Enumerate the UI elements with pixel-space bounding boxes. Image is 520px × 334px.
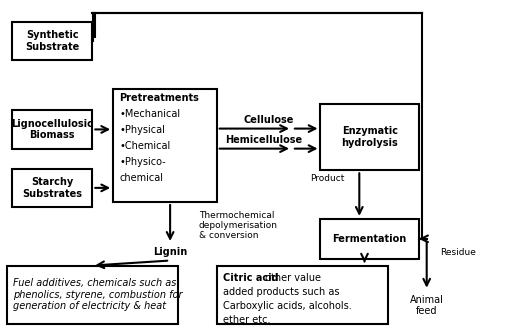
Text: Lignocellulosic
Biomass: Lignocellulosic Biomass: [11, 119, 93, 140]
Text: Enzymatic
hydrolysis: Enzymatic hydrolysis: [341, 126, 398, 148]
Text: other value: other value: [262, 273, 321, 283]
Text: Thermochemical
depolymerisation
& conversion: Thermochemical depolymerisation & conver…: [199, 210, 278, 240]
Text: •Mechanical: •Mechanical: [119, 109, 180, 119]
Text: chemical: chemical: [119, 173, 163, 183]
FancyBboxPatch shape: [320, 104, 419, 170]
Text: Animal
feed: Animal feed: [410, 295, 444, 316]
Text: Fermentation: Fermentation: [333, 234, 407, 244]
Text: Carboxylic acids, alcohols.: Carboxylic acids, alcohols.: [223, 301, 352, 311]
Text: Synthetic
Substrate: Synthetic Substrate: [25, 30, 80, 52]
Text: Fuel additives, chemicals such as
phenolics, styrene, combustion for
generation : Fuel additives, chemicals such as phenol…: [13, 278, 183, 311]
Text: Cellulose: Cellulose: [243, 115, 294, 125]
FancyBboxPatch shape: [7, 266, 178, 324]
FancyBboxPatch shape: [320, 219, 419, 259]
FancyBboxPatch shape: [12, 169, 93, 207]
Text: Lignin: Lignin: [153, 247, 187, 257]
FancyBboxPatch shape: [12, 110, 93, 149]
Text: •Chemical: •Chemical: [119, 141, 171, 151]
Text: Residue: Residue: [439, 248, 475, 257]
Text: added products such as: added products such as: [223, 287, 340, 297]
FancyBboxPatch shape: [12, 22, 93, 60]
Text: Hemicellulose: Hemicellulose: [225, 135, 302, 145]
Text: •Physico-: •Physico-: [119, 157, 166, 167]
Text: ether etc.: ether etc.: [223, 315, 270, 325]
Text: Product: Product: [310, 174, 344, 183]
FancyBboxPatch shape: [113, 89, 217, 202]
Text: Citric acid: Citric acid: [223, 273, 279, 283]
FancyBboxPatch shape: [217, 266, 388, 324]
Text: Pretreatments: Pretreatments: [119, 93, 199, 103]
Text: Starchy
Substrates: Starchy Substrates: [22, 177, 82, 199]
Text: •Physical: •Physical: [119, 125, 165, 135]
